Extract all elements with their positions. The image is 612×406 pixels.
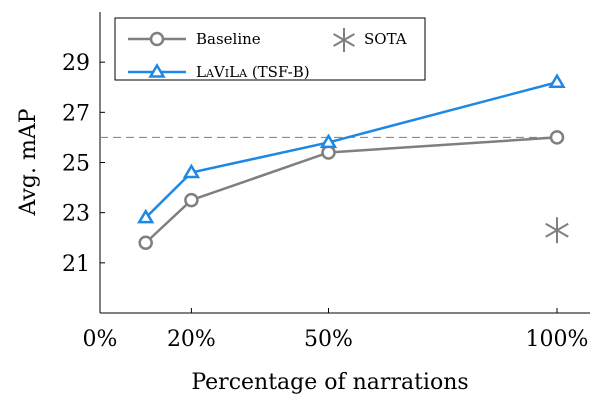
legend-lavila-marker xyxy=(148,63,166,78)
series-line-triangle xyxy=(144,81,558,219)
x-tick-label: 20% xyxy=(167,327,216,352)
y-tick-label: 21 xyxy=(62,252,90,277)
y-tick-label: 25 xyxy=(62,152,90,177)
legend: Baseline LAVILA (TSF-B) SOTA xyxy=(114,17,426,81)
legend-sota-marker xyxy=(333,28,355,52)
legend-box xyxy=(114,17,426,81)
legend-baseline-label: Baseline xyxy=(196,30,261,48)
legend-lavila-i: I xyxy=(225,67,229,80)
legend-sota-label: SOTA xyxy=(364,30,407,48)
ticks: 0% 20% 50% 100% 21 23 25 27 29 xyxy=(62,51,588,352)
legend-lavila-v: V xyxy=(213,63,226,81)
legend-lavila-la: L xyxy=(196,63,206,81)
series-line-circle xyxy=(144,136,558,244)
points-layer xyxy=(545,217,569,244)
legend-lavila-a2: A xyxy=(238,67,248,80)
baseline-point xyxy=(321,145,336,160)
y-tick-label: 23 xyxy=(62,202,90,227)
baseline-point xyxy=(184,192,199,208)
plot-area: 0% 20% 50% 100% 21 23 25 27 29 xyxy=(62,12,590,352)
lavila-point xyxy=(548,73,566,88)
x-tick-label: 100% xyxy=(526,327,589,352)
baseline-point xyxy=(138,235,153,251)
legend-lavila-l: L xyxy=(229,63,239,81)
y-tick-label: 27 xyxy=(62,101,90,126)
sota-stroke xyxy=(545,222,569,238)
lavila-point xyxy=(319,133,338,149)
lavila-point xyxy=(182,163,201,179)
legend-baseline-marker xyxy=(149,31,165,47)
legend-lavila-a: A xyxy=(205,67,215,80)
y-tick-label: 29 xyxy=(62,51,90,76)
baseline-point xyxy=(549,130,565,145)
series-layer xyxy=(137,73,566,251)
legend-lavila-label: LAVILA (TSF-B) xyxy=(196,63,310,81)
y-axis-title: Avg. mAP xyxy=(16,108,41,216)
sota-point xyxy=(545,217,569,244)
lavila-point xyxy=(137,208,155,224)
x-tick-label: 0% xyxy=(83,327,118,352)
x-tick-label: 50% xyxy=(304,327,353,352)
x-axis-title: Percentage of narrations xyxy=(191,370,468,395)
legend-lavila-suffix: (TSF-B) xyxy=(247,63,310,81)
